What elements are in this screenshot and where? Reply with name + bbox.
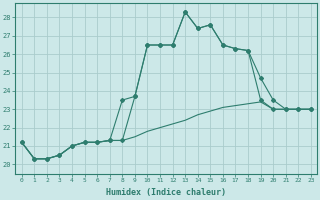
X-axis label: Humidex (Indice chaleur): Humidex (Indice chaleur): [106, 188, 226, 197]
